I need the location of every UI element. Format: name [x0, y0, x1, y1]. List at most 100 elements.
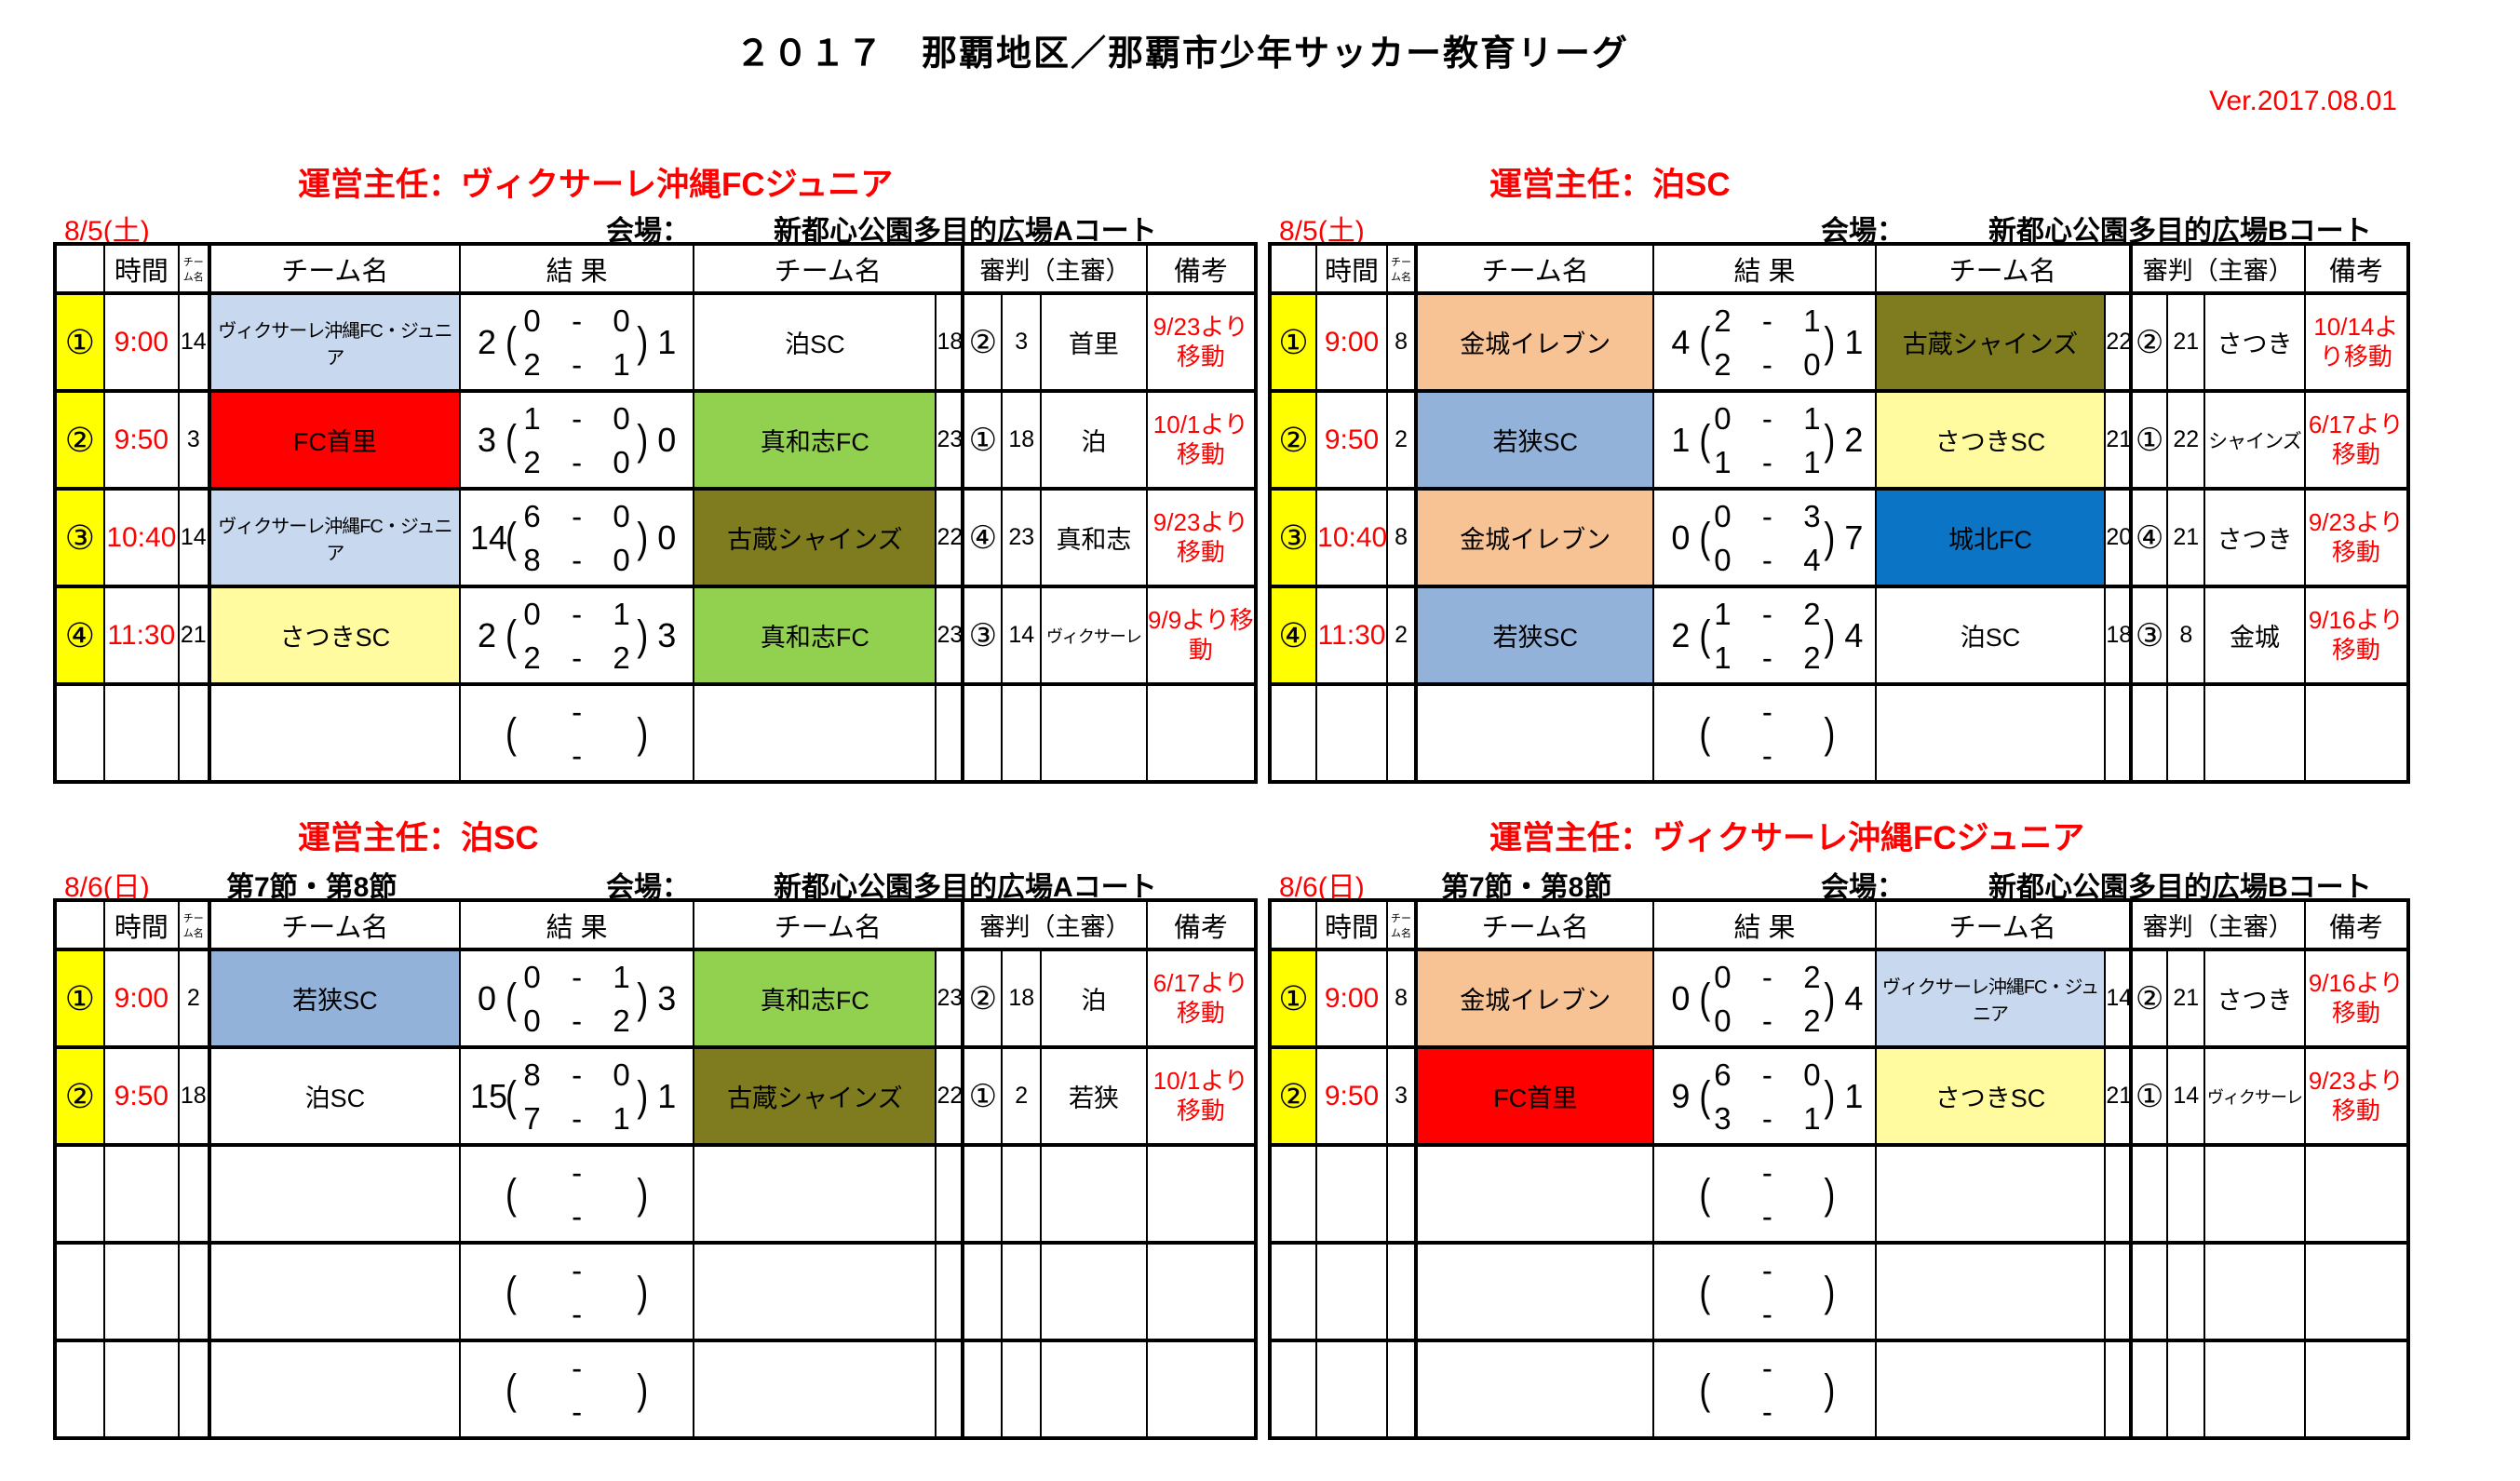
home-total-score: 14: [469, 518, 508, 557]
referee-name-cell: [2203, 1339, 2305, 1438]
close-paren: ): [1824, 708, 1836, 757]
match-row: ① 9:00 8 金城イレブン 4 ( 2-1 2-0 ) 1 古蔵シャインズ 2…: [1268, 291, 2408, 391]
away-team-number-cell: [2104, 1143, 2131, 1243]
away-team-cell: 泊SC: [693, 291, 937, 391]
header-result: 結 果: [458, 898, 694, 949]
home-team-cell: [207, 1143, 460, 1243]
venue-label: 会場：: [606, 872, 690, 903]
half-score: -: [1761, 737, 1772, 773]
half-score: 0-2: [1714, 1003, 1821, 1038]
referee-name-cell: [1040, 682, 1147, 782]
referee-team-number-cell: 2: [1001, 1045, 1042, 1145]
header-row: 時間 チーム名 チーム名 結 果 チーム名 審判（主審） 備考: [1268, 898, 2408, 949]
result-cell: 3 ( 1-0 2-0 ) 0: [462, 400, 693, 478]
home-total-score: 9: [1671, 1076, 1691, 1115]
referee-name-cell: [1040, 1241, 1147, 1340]
referee-name-cell: シャインズ: [2203, 389, 2305, 489]
referee-name-cell: [2203, 1241, 2305, 1340]
result-cell: 0 ( 0-1 0-2 ) 3: [462, 962, 693, 1036]
section-manager: 運営主任：泊SC: [1489, 167, 1731, 203]
match-number-cell: ①: [1268, 291, 1317, 391]
half-score: 6-0: [1714, 1057, 1821, 1092]
home-team-cell: [1414, 1143, 1654, 1243]
referee-name-cell: [2203, 682, 2305, 782]
home-team-cell: 泊SC: [207, 1045, 460, 1145]
empty-match-row: ( - - ): [54, 1339, 1256, 1438]
home-team-number-cell: 21: [177, 585, 209, 684]
referee-name-cell: [1040, 1339, 1147, 1438]
result-cell-wrap: 4 ( 2-1 2-0 ) 1: [1652, 291, 1876, 391]
referee-match-number-cell: ①: [961, 389, 1003, 489]
match-date: 8/5(土): [1279, 216, 1365, 247]
open-paren: (: [505, 1267, 517, 1315]
away-team-cell: 真和志FC: [693, 948, 937, 1047]
referee-team-number-cell: 18: [1001, 948, 1042, 1047]
version-label: Ver.2017.08.01: [2209, 86, 2397, 116]
half-score: -: [572, 1350, 583, 1385]
half-score: -: [1761, 1198, 1772, 1233]
home-total-score: 0: [1671, 978, 1691, 1017]
half-score: 2-1: [1714, 303, 1821, 338]
away-team-cell: ヴィクサーレ沖縄FC・ジュニア: [1874, 948, 2106, 1047]
round-label: 第7節・第8節: [226, 872, 398, 903]
away-team-cell: 城北FC: [1874, 487, 2106, 586]
referee-team-number-cell: [1001, 1143, 1042, 1243]
time-cell: 9:50: [102, 389, 179, 489]
half-score: 3-1: [1714, 1100, 1821, 1136]
away-team-number-cell: 14: [2104, 948, 2131, 1047]
home-team-number-cell: [177, 682, 209, 782]
header-note: 備考: [1145, 898, 1256, 949]
header-result: 結 果: [1652, 898, 1876, 949]
note-cell: 9/9より移動: [1145, 585, 1256, 684]
referee-name-cell: 若狭: [1040, 1045, 1147, 1145]
referee-name-cell: 泊: [1040, 948, 1147, 1047]
match-number-cell: [1268, 682, 1317, 782]
half-score: -: [1761, 1154, 1772, 1190]
away-team-number-cell: [935, 682, 964, 782]
home-team-number-cell: [177, 1339, 209, 1438]
open-paren: (: [505, 415, 517, 464]
home-total-score: 2: [1671, 615, 1691, 654]
referee-team-number-cell: 14: [1001, 585, 1042, 684]
home-total-score: 4: [1671, 322, 1691, 361]
half-score: 1-0: [523, 400, 630, 436]
header-away-team: チーム名: [1874, 242, 2131, 293]
open-paren: (: [1699, 1071, 1711, 1120]
half-score: -: [1761, 1296, 1772, 1331]
open-paren: (: [505, 317, 517, 366]
time-cell: 9:00: [102, 948, 179, 1047]
match-number-cell: [54, 1339, 104, 1438]
schedule-table: 時間 チーム名 チーム名 結 果 チーム名 審判（主審） 備考 ① 9:00 2…: [53, 898, 1258, 1440]
away-team-number-cell: 21: [2104, 389, 2131, 489]
result-cell-wrap: 2 ( 0-0 2-1 ) 1: [458, 291, 694, 391]
home-team-number-cell: 14: [177, 291, 209, 391]
half-score: -: [572, 1393, 583, 1429]
match-number-cell: ①: [1268, 948, 1317, 1047]
header-referee: 審判（主審）: [961, 242, 1147, 293]
open-paren: (: [505, 513, 517, 561]
home-team-cell: [1414, 1241, 1654, 1340]
home-team-cell: FC首里: [207, 389, 460, 489]
schedule-table: 時間 チーム名 チーム名 結 果 チーム名 審判（主審） 備考 ① 9:00 1…: [53, 242, 1258, 784]
empty-match-row: ( - - ): [1268, 682, 2408, 782]
home-team-cell: 若狭SC: [1414, 585, 1654, 684]
match-number-cell: ③: [1268, 487, 1317, 586]
away-team-cell: さつきSC: [1874, 389, 2106, 489]
result-cell: 2 ( 0-0 2-1 ) 1: [462, 305, 693, 380]
venue-name: 新都心公園多目的広場Aコート: [774, 216, 1157, 247]
half-score: 1-2: [1714, 596, 1821, 631]
section-meta: 8/6(日) 第7節・第8節 会場： 新都心公園多目的広場Bコート: [1273, 864, 2416, 903]
home-team-number-cell: 3: [177, 389, 209, 489]
home-total-score: 0: [477, 978, 496, 1017]
section-manager: 運営主任：ヴィクサーレ沖縄FCジュニア: [1489, 820, 2085, 856]
section-meta: 8/6(日) 第7節・第8節 会場： 新都心公園多目的広場Aコート: [59, 864, 1263, 903]
referee-name-cell: [2203, 1143, 2305, 1243]
away-total-score: 1: [657, 1076, 677, 1115]
half-score: 2-2: [523, 640, 630, 675]
referee-match-number-cell: ①: [2128, 1045, 2168, 1145]
away-team-cell: [693, 1143, 937, 1243]
home-team-number-cell: [1385, 1339, 1417, 1438]
time-cell: [102, 682, 179, 782]
time-cell: [102, 1339, 179, 1438]
